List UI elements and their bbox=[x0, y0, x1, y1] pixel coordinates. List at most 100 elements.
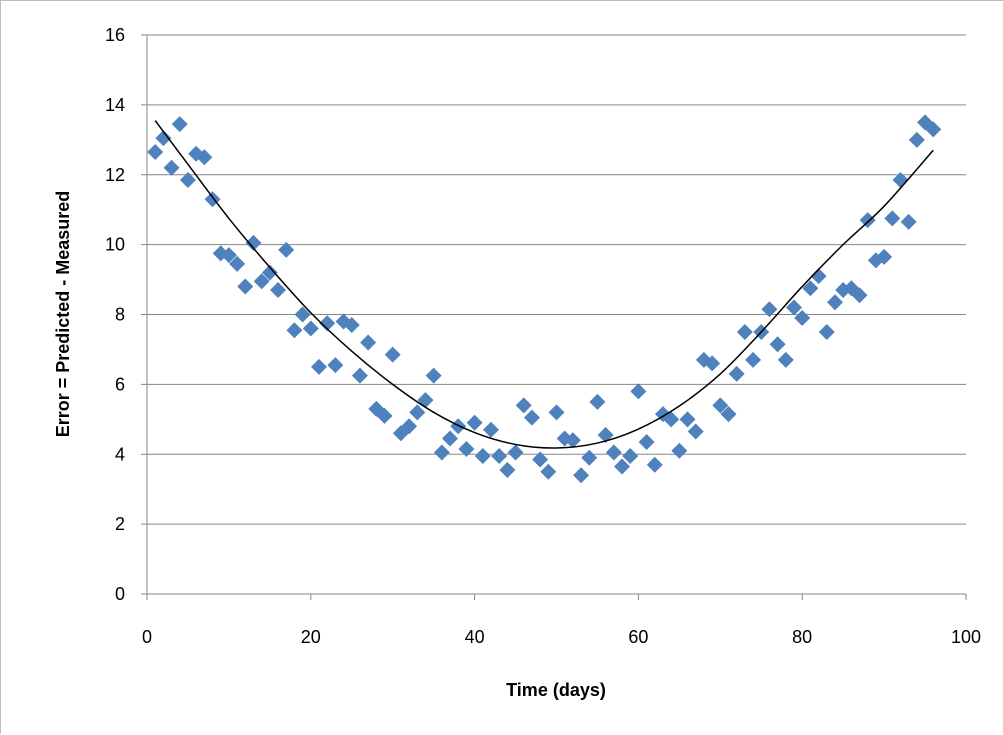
data-point bbox=[884, 210, 901, 227]
data-point bbox=[171, 116, 188, 133]
data-point bbox=[573, 467, 590, 484]
y-tick-label: 2 bbox=[115, 514, 125, 534]
data-point bbox=[540, 463, 557, 480]
data-point bbox=[605, 444, 622, 461]
axes bbox=[141, 34, 967, 600]
data-point bbox=[474, 447, 491, 464]
data-point bbox=[278, 241, 295, 258]
data-point bbox=[736, 323, 753, 340]
data-point bbox=[802, 280, 819, 297]
gridlines bbox=[147, 34, 966, 595]
trendline-curve bbox=[154, 120, 934, 449]
y-tick-label: 10 bbox=[105, 235, 125, 255]
x-tick-label: 20 bbox=[301, 627, 321, 647]
data-point bbox=[261, 264, 278, 281]
data-point bbox=[491, 447, 508, 464]
data-point bbox=[499, 461, 516, 478]
data-point bbox=[409, 404, 426, 421]
data-point bbox=[679, 411, 696, 428]
data-point bbox=[384, 346, 401, 363]
data-point bbox=[294, 306, 311, 323]
data-point bbox=[433, 444, 450, 461]
data-point bbox=[851, 287, 868, 304]
data-point bbox=[745, 351, 762, 368]
data-point bbox=[179, 171, 196, 188]
data-point bbox=[523, 409, 540, 426]
data-point bbox=[376, 407, 393, 424]
data-point bbox=[343, 316, 360, 333]
x-tick-label: 100 bbox=[951, 627, 981, 647]
data-point bbox=[614, 458, 631, 475]
data-point bbox=[564, 432, 581, 449]
data-point bbox=[417, 392, 434, 409]
data-point bbox=[777, 351, 794, 368]
data-point bbox=[859, 212, 876, 229]
data-point bbox=[245, 234, 262, 251]
data-point bbox=[769, 336, 786, 353]
data-point bbox=[630, 383, 647, 400]
data-point bbox=[826, 294, 843, 311]
data-point bbox=[810, 268, 827, 285]
y-tick-label: 12 bbox=[105, 165, 125, 185]
data-point bbox=[442, 430, 459, 447]
x-tick-label: 0 bbox=[142, 627, 152, 647]
data-point bbox=[237, 278, 254, 295]
data-point bbox=[147, 144, 164, 161]
data-point bbox=[482, 421, 499, 438]
y-tick-label: 0 bbox=[115, 584, 125, 604]
data-point bbox=[786, 299, 803, 316]
data-point bbox=[532, 451, 549, 468]
data-point bbox=[310, 358, 327, 375]
tick-labels: 0 2 4 6 8 10 12 14 16 0 20 40 60 80 100 bbox=[105, 25, 981, 647]
y-tick-label: 8 bbox=[115, 305, 125, 325]
data-point bbox=[401, 418, 418, 435]
data-point bbox=[728, 365, 745, 382]
data-point bbox=[671, 442, 688, 459]
data-point bbox=[597, 427, 614, 444]
data-point bbox=[581, 449, 598, 466]
x-tick-label: 80 bbox=[792, 627, 812, 647]
data-point bbox=[229, 255, 246, 272]
data-point bbox=[286, 322, 303, 339]
data-point bbox=[458, 441, 475, 458]
y-axis-title: Error = Predicted - Measured bbox=[53, 191, 73, 438]
data-point bbox=[327, 357, 344, 374]
data-point bbox=[302, 320, 319, 337]
data-point bbox=[155, 130, 172, 147]
data-point bbox=[253, 273, 270, 290]
data-point bbox=[163, 159, 180, 176]
data-point bbox=[351, 367, 368, 384]
data-point bbox=[270, 282, 287, 299]
data-point bbox=[720, 406, 737, 423]
data-point bbox=[794, 309, 811, 326]
x-tick-label: 60 bbox=[628, 627, 648, 647]
y-tick-label: 16 bbox=[105, 25, 125, 45]
data-point bbox=[908, 131, 925, 148]
data-point bbox=[818, 323, 835, 340]
y-tick-label: 6 bbox=[115, 374, 125, 394]
data-point bbox=[663, 411, 680, 428]
x-axis-title: Time (days) bbox=[506, 680, 606, 700]
data-point bbox=[515, 397, 532, 414]
data-point bbox=[360, 334, 377, 351]
trendline bbox=[154, 120, 934, 449]
y-tick-label: 4 bbox=[115, 444, 125, 464]
data-point bbox=[425, 367, 442, 384]
data-point bbox=[622, 447, 639, 464]
data-point bbox=[761, 301, 778, 318]
data-point bbox=[876, 248, 893, 265]
data-point bbox=[466, 414, 483, 431]
data-point bbox=[548, 404, 565, 421]
data-point bbox=[450, 418, 467, 435]
data-point bbox=[712, 397, 729, 414]
data-point bbox=[507, 444, 524, 461]
data-point bbox=[319, 315, 336, 332]
data-point bbox=[638, 434, 655, 451]
data-point bbox=[646, 456, 663, 473]
data-point bbox=[704, 355, 721, 372]
data-point bbox=[900, 213, 917, 230]
y-tick-label: 14 bbox=[105, 95, 125, 115]
data-point bbox=[925, 121, 942, 138]
